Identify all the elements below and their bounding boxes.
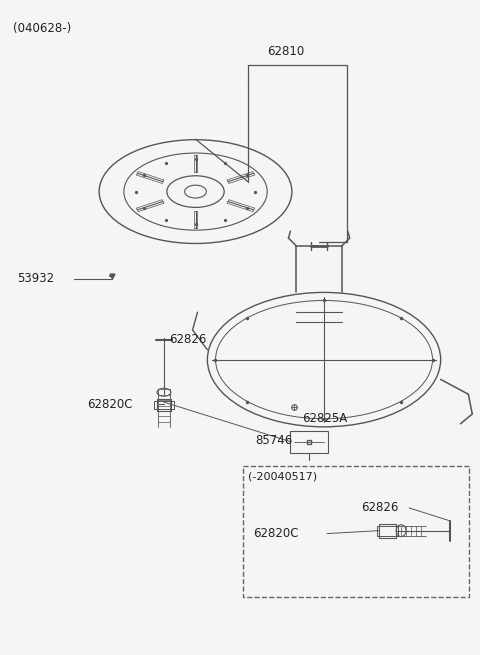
Text: (040628-): (040628-) <box>12 22 71 35</box>
Text: 53932: 53932 <box>18 272 55 285</box>
Text: (-20040517): (-20040517) <box>248 472 317 481</box>
Text: 62826: 62826 <box>169 333 206 346</box>
Text: 62825A: 62825A <box>302 412 348 425</box>
Text: 85746: 85746 <box>255 434 292 447</box>
Bar <box>290 431 328 453</box>
Text: 62810: 62810 <box>267 45 304 58</box>
Text: 62826: 62826 <box>361 501 399 514</box>
Bar <box>243 466 469 597</box>
Bar <box>379 524 396 538</box>
Bar <box>157 399 171 411</box>
Bar <box>377 526 398 536</box>
Bar <box>154 401 174 409</box>
Text: 62820C: 62820C <box>87 398 132 411</box>
Text: 62820C: 62820C <box>253 527 299 540</box>
